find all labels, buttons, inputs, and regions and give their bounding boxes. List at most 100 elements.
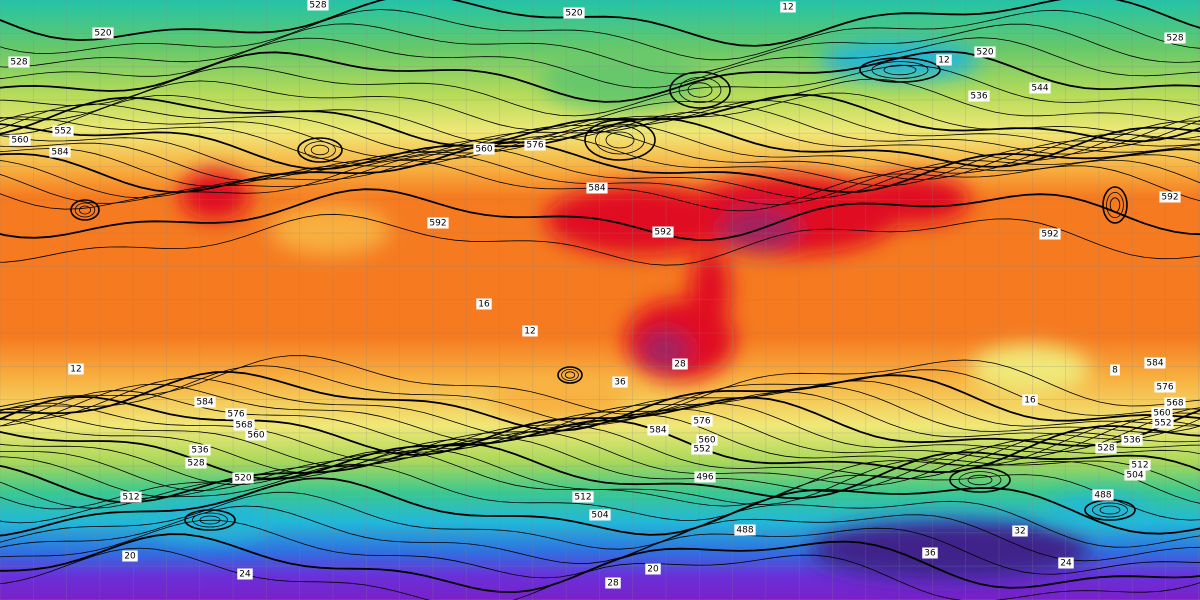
- label-box: [1092, 489, 1114, 501]
- label-box: [232, 472, 254, 484]
- contour: [0, 442, 1200, 504]
- closed-contour: [949, 467, 1011, 493]
- contour-label: 520: [232, 472, 254, 484]
- contour-label-text: 496: [696, 473, 713, 483]
- contour-label: 16: [476, 298, 492, 310]
- label-box: [586, 182, 608, 194]
- contour-label-text: 536: [970, 92, 987, 102]
- contour-label-text: 520: [234, 474, 251, 484]
- contour-label: 36: [612, 376, 628, 388]
- contour-label: 528: [185, 457, 207, 469]
- label-box: [92, 27, 114, 39]
- contour-label-text: 16: [1024, 396, 1036, 406]
- contour-label-text: 560: [11, 136, 28, 146]
- contour-label: 552: [691, 443, 713, 455]
- contour: [0, 505, 1200, 564]
- contour-label-text: 592: [1161, 193, 1178, 203]
- closed-contour: [192, 512, 228, 528]
- contour-label-text: 592: [654, 228, 671, 238]
- contour: [0, 463, 1200, 524]
- closed-contour: [70, 199, 100, 221]
- contour: [0, 402, 1200, 462]
- closed-contour: [687, 82, 713, 98]
- closed-contour: [1106, 191, 1124, 218]
- label-box: [974, 46, 996, 58]
- contour-label-text: 560: [247, 431, 264, 441]
- label-box: [52, 125, 74, 137]
- contour: [0, 390, 1200, 450]
- contour-label-text: 560: [1153, 409, 1170, 419]
- label-box: [1029, 82, 1051, 94]
- contour-label: 584: [586, 182, 608, 194]
- closed-contour: [605, 131, 635, 149]
- contour-label-text: 504: [591, 511, 608, 521]
- contour-label-text: 520: [976, 48, 993, 58]
- contour: [0, 425, 1200, 486]
- label-box: [1164, 32, 1186, 44]
- contour-label-text: 20: [124, 552, 136, 562]
- contour-label: 28: [672, 358, 688, 370]
- closed-contour: [310, 144, 330, 156]
- contour-label: 512: [572, 491, 594, 503]
- contour-label: 12: [780, 1, 796, 13]
- contour: [0, 0, 1200, 47]
- contour: [0, 37, 1200, 89]
- contour-label-text: 12: [70, 365, 81, 375]
- closed-contour: [958, 471, 1002, 489]
- contour-label: 584: [194, 396, 216, 408]
- contour: [0, 491, 1200, 550]
- contour-label: 520: [92, 27, 114, 39]
- contour-label: 16: [1022, 394, 1038, 406]
- closed-contour: [304, 141, 336, 159]
- contour-label: 584: [49, 146, 71, 158]
- contour-label: 24: [1058, 557, 1074, 569]
- contour: [0, 213, 1200, 266]
- contour-label: 592: [652, 226, 674, 238]
- contour-label: 536: [189, 444, 211, 456]
- contour-label-text: 28: [607, 579, 619, 589]
- label-box: [122, 550, 138, 562]
- contour-label: 560: [245, 429, 267, 441]
- contour-label: 12: [522, 325, 538, 337]
- closed-contour: [557, 366, 583, 384]
- contour-label-text: 36: [614, 378, 626, 388]
- closed-contour: [1099, 505, 1121, 515]
- closed-contour: [967, 474, 993, 486]
- label-box: [1124, 469, 1146, 481]
- contour: [0, 147, 1200, 199]
- contour-label-text: 12: [524, 327, 535, 337]
- contour-label-text: 488: [1094, 491, 1111, 501]
- contour-label-text: 552: [1154, 419, 1171, 429]
- contour-label: 20: [122, 550, 138, 562]
- contour-label-text: 552: [693, 445, 710, 455]
- label-box: [1129, 459, 1151, 471]
- label-box: [1159, 191, 1181, 203]
- contour-label-text: 8: [1112, 366, 1118, 376]
- closed-contour: [184, 509, 236, 531]
- label-box: [68, 363, 84, 375]
- contour-label-text: 24: [1060, 559, 1072, 569]
- contour-label-text: 576: [693, 417, 710, 427]
- label-box: [307, 0, 329, 11]
- contour-label: 576: [524, 139, 546, 151]
- closed-contour: [678, 77, 722, 104]
- label-box: [696, 434, 718, 446]
- contour: [0, 129, 1200, 182]
- contour-label: 488: [734, 524, 756, 536]
- contour-label-text: 560: [475, 145, 492, 155]
- contour-label: 560: [9, 134, 31, 146]
- contour-label: 552: [1152, 417, 1174, 429]
- label-box: [1151, 407, 1173, 419]
- contour-label: 32: [1012, 525, 1028, 537]
- contour-label: 576: [691, 415, 713, 427]
- contour-label: 512: [1129, 459, 1151, 471]
- label-box: [120, 491, 142, 503]
- label-box: [233, 419, 255, 431]
- contour-label-text: 576: [227, 410, 244, 420]
- contour-label-text: 560: [698, 436, 715, 446]
- contour-label-text: 28: [674, 360, 686, 370]
- closed-contour: [561, 368, 579, 381]
- contour-label-text: 544: [1031, 84, 1048, 94]
